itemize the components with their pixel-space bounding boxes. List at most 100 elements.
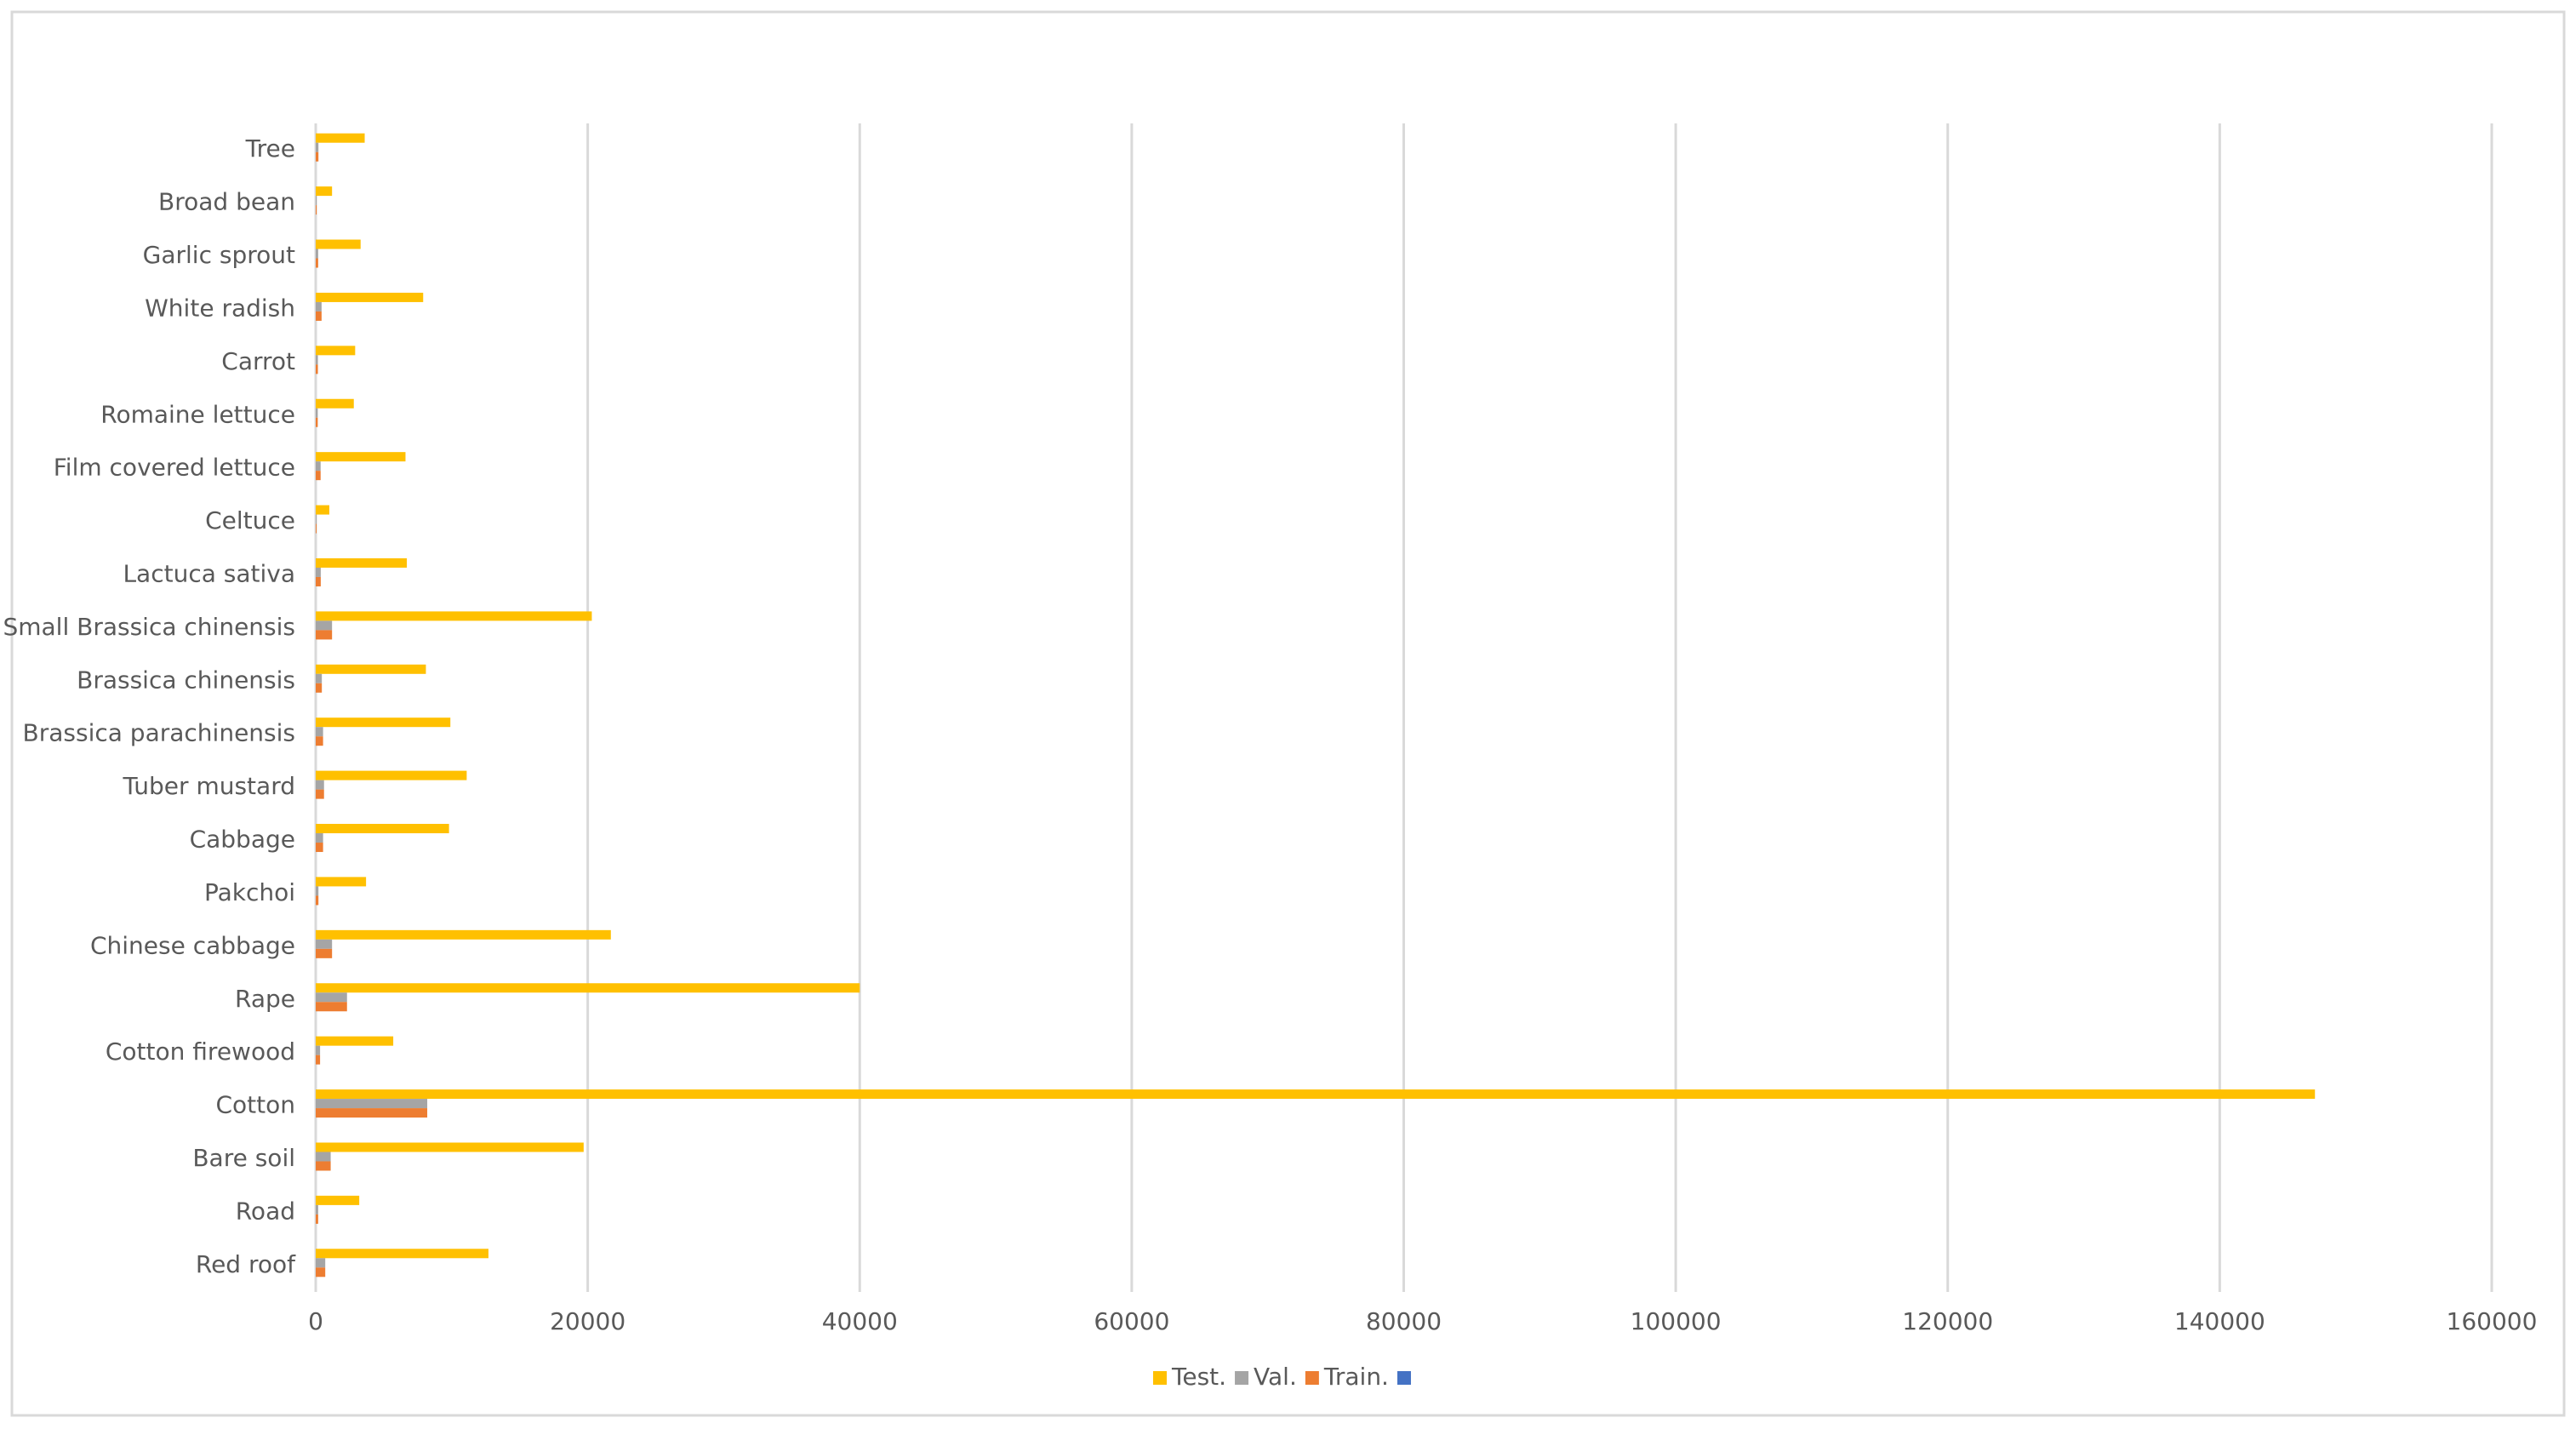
bar: [316, 239, 361, 249]
bar: [316, 673, 323, 683]
bar: [316, 471, 321, 481]
y-tick-label: Cotton firewood: [106, 1037, 295, 1066]
x-tick-label: 20000: [550, 1307, 625, 1335]
y-tick-label: Film covered lettuce: [54, 454, 295, 482]
chart-border: [10, 10, 2566, 1417]
bar: [316, 683, 323, 693]
bar: [316, 461, 321, 472]
y-tick-label: Carrot: [221, 347, 295, 375]
y-tick-label: Tree: [245, 134, 295, 163]
x-tick-label: 60000: [1094, 1307, 1169, 1335]
bar: [316, 576, 321, 586]
bar: [316, 292, 424, 302]
bar: [316, 1152, 331, 1162]
y-tick-label: Tuber mustard: [122, 772, 295, 800]
y-tick-label: Road: [236, 1197, 295, 1225]
x-tick-label: 0: [308, 1307, 323, 1335]
bar: [316, 895, 319, 906]
x-tick-label: 140000: [2174, 1307, 2265, 1335]
bar: [316, 824, 449, 834]
bar: [316, 186, 333, 197]
bar: [316, 939, 333, 949]
y-tick-label: Romaine lettuce: [100, 400, 295, 428]
bar: [316, 664, 426, 674]
bar: [316, 1002, 347, 1012]
bar: [316, 1214, 318, 1224]
bar: [316, 630, 333, 640]
bar: [316, 249, 318, 259]
y-tick-label: Red roof: [196, 1250, 296, 1278]
bar: [316, 398, 354, 409]
y-tick-label: Cabbage: [190, 826, 295, 854]
bar: [316, 1142, 584, 1152]
legend-swatch: [1153, 1371, 1167, 1385]
bar: [316, 789, 324, 799]
bar: [316, 355, 318, 365]
bar: [316, 452, 406, 462]
y-tick-label: Garlic sprout: [143, 241, 295, 269]
y-tick-label: Rape: [235, 985, 295, 1013]
x-tick-label: 40000: [822, 1307, 898, 1335]
bar: [316, 929, 611, 940]
bar: [316, 1267, 326, 1278]
bar: [316, 1089, 2316, 1100]
bar: [316, 770, 467, 780]
bar: [316, 1249, 488, 1259]
bar: [316, 877, 367, 887]
bar: [316, 408, 318, 418]
bar: [316, 417, 318, 427]
bar: [316, 611, 592, 621]
bar: [316, 505, 329, 515]
bar: [316, 514, 317, 524]
bar: [316, 1055, 321, 1065]
bar: [316, 151, 319, 162]
bar: [316, 205, 317, 215]
bar: [316, 133, 365, 143]
bar: [316, 258, 318, 268]
legend-label: Test.: [1171, 1363, 1226, 1391]
x-tick-label: 100000: [1631, 1307, 1722, 1335]
y-tick-label: White radish: [145, 294, 295, 322]
legend-swatch: [1397, 1371, 1411, 1385]
bar: [316, 620, 333, 631]
y-tick-label: Celtuce: [205, 506, 295, 534]
bar: [316, 301, 322, 312]
bar: [316, 196, 317, 206]
bar: [316, 364, 318, 374]
bar: [316, 886, 319, 896]
bar: [316, 567, 321, 577]
y-tick-label: Small Brassica chinensis: [3, 613, 295, 641]
bar: [316, 1108, 428, 1118]
bar: [316, 843, 323, 853]
bar: [316, 311, 322, 321]
bar: [316, 948, 333, 958]
y-tick-label: Broad bean: [158, 188, 295, 216]
bar: [316, 1161, 331, 1171]
bar: [316, 727, 323, 737]
bar: [316, 833, 323, 843]
bar: [316, 992, 347, 1003]
y-tick-label: Chinese cabbage: [90, 931, 295, 959]
y-tick-label: Pakchoi: [204, 878, 295, 906]
bar: [316, 1258, 326, 1268]
bar: [316, 1045, 321, 1055]
bar: [316, 523, 317, 534]
legend-swatch: [1305, 1371, 1319, 1385]
x-tick-label: 160000: [2447, 1307, 2538, 1335]
y-tick-label: Bare soil: [192, 1144, 295, 1172]
bar: [316, 346, 356, 356]
bar: [316, 1036, 394, 1046]
legend-label: Train.: [1323, 1363, 1389, 1391]
legend-swatch: [1235, 1371, 1249, 1385]
bar: [316, 1099, 428, 1109]
y-tick-label: Lactuca sativa: [123, 559, 295, 587]
x-tick-label: 80000: [1366, 1307, 1442, 1335]
y-tick-label: Cotton: [215, 1091, 295, 1119]
y-tick-label: Brassica parachinensis: [23, 719, 295, 747]
x-tick-label: 120000: [1902, 1307, 1993, 1335]
y-tick-label: Brassica chinensis: [77, 666, 295, 694]
bar: [316, 983, 860, 993]
bar: [316, 717, 451, 728]
bar: [316, 142, 319, 152]
